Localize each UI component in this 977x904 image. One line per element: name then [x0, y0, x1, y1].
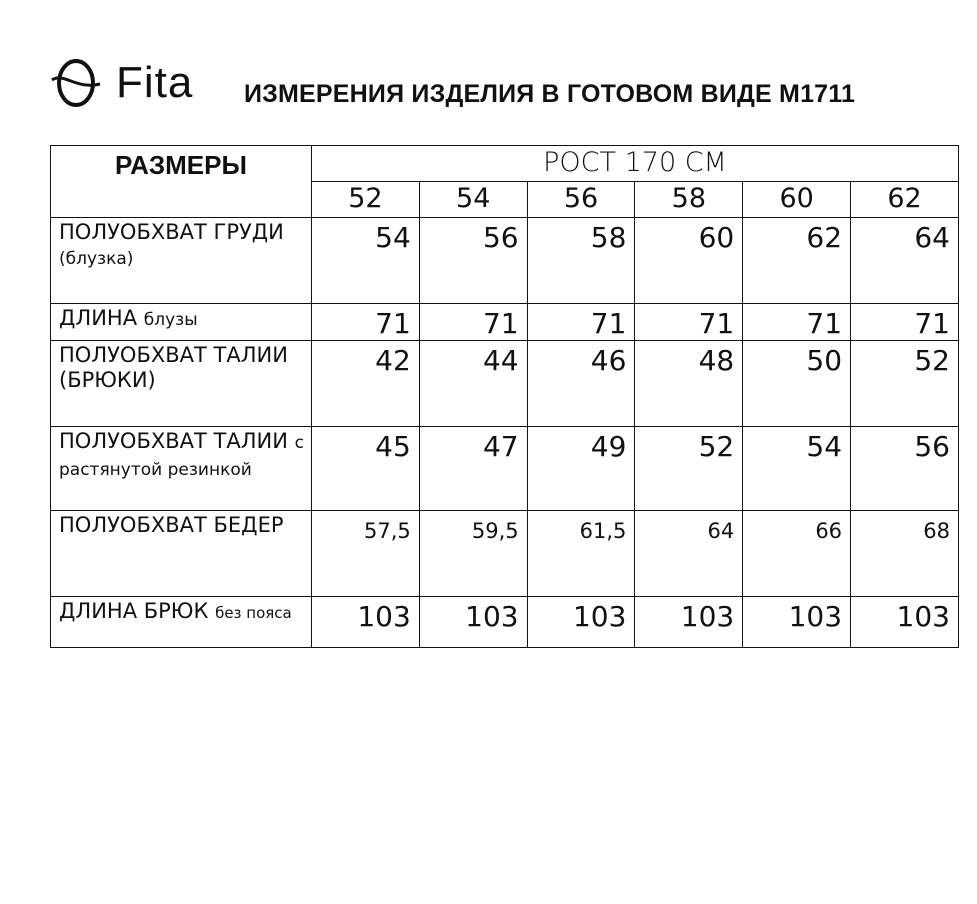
page-title: ИЗМЕРЕНИЯ ИЗДЕЛИЯ В ГОТОВОМ ВИДЕ М1711 [244, 80, 856, 108]
row-label-label-small: (блузка) [59, 249, 134, 269]
value-cell: 103 [418, 596, 528, 648]
value-cell: 71 [742, 303, 852, 341]
value-cell: 103 [526, 596, 636, 648]
sizes-header: РАЗМЕРЫ [50, 145, 312, 218]
measurements-table: РАЗМЕРЫ РОСТ 170 СМ 52 54 56 58 60 62 ПОЛУОБХ… [50, 145, 960, 648]
row-label-label-small: блузы [143, 310, 198, 330]
row-label: ПОЛУОБХВАТ ТАЛИИ с растянутой резинкой [50, 426, 312, 511]
value-cell: 52 [634, 426, 744, 511]
size-header-60: 60 [742, 181, 852, 218]
value-cell: 46 [526, 340, 636, 427]
height-header: РОСТ 170 СМ [310, 145, 960, 182]
value-cell: 54 [742, 426, 852, 511]
row-label-label-main: ПОЛУОБХВАТ ТАЛИИ [59, 429, 295, 453]
value-cell: 71 [418, 303, 528, 341]
value-cell: 62 [742, 217, 852, 304]
size-header-54: 54 [418, 181, 528, 218]
value-cell: 71 [634, 303, 744, 341]
value-cell: 54 [310, 217, 420, 304]
value-cell: 59,5 [418, 510, 528, 597]
value-cell: 56 [850, 426, 959, 511]
value-cell: 66 [742, 510, 852, 597]
value-cell: 49 [526, 426, 636, 511]
row-label-label-main: ПОЛУОБХВАТ ТАЛИИ (БРЮКИ) [59, 343, 288, 392]
value-cell: 103 [634, 596, 744, 648]
table-row: ПОЛУОБХВАТ ТАЛИИ (БРЮКИ) 42 44 46 48 50 52 [50, 340, 959, 427]
value-cell: 61,5 [526, 510, 636, 597]
row-label-label-xs: без пояса [215, 604, 292, 622]
fita-theta-logo-icon [51, 59, 101, 107]
size-header-56: 56 [526, 181, 636, 218]
row-label-label-main: ПОЛУОБХВАТ ГРУДИ [59, 220, 284, 244]
value-cell: 58 [526, 217, 636, 304]
value-cell: 50 [742, 340, 852, 427]
value-cell: 45 [310, 426, 420, 511]
value-cell: 60 [634, 217, 744, 304]
value-cell: 64 [634, 510, 744, 597]
row-label: ПОЛУОБХВАТ ТАЛИИ (БРЮКИ) [50, 340, 312, 427]
row-label-label-main: ПОЛУОБХВАТ БЕДЕР [59, 513, 284, 537]
row-label: ДЛИНА БРЮК без пояса [50, 596, 312, 648]
row-label: ДЛИНА блузы [50, 303, 312, 341]
table-row: ПОЛУОБХВАТ ГРУДИ (блузка) 54 56 58 60 62 64 [50, 217, 959, 304]
value-cell: 71 [850, 303, 959, 341]
table-row: ПОЛУОБХВАТ ТАЛИИ с растянутой резинкой 45… [50, 426, 959, 511]
value-cell: 71 [310, 303, 420, 341]
row-label-label-small: с растянутой резинкой [59, 433, 304, 480]
value-cell: 44 [418, 340, 528, 427]
value-cell: 48 [634, 340, 744, 427]
value-cell: 42 [310, 340, 420, 427]
value-cell: 71 [526, 303, 636, 341]
value-cell: 52 [850, 340, 959, 427]
table-row: ДЛИНА блузы 71 71 71 71 71 71 [50, 303, 959, 341]
value-cell: 103 [850, 596, 959, 648]
value-cell: 68 [850, 510, 959, 597]
fita-logo: Fita [50, 58, 193, 108]
row-label-label-main: ДЛИНА [59, 306, 144, 330]
logo-text: Fita [116, 58, 194, 107]
value-cell: 47 [418, 426, 528, 511]
size-header-58: 58 [634, 181, 744, 218]
value-cell: 64 [850, 217, 959, 304]
table-row: ПОЛУОБХВАТ БЕДЕР 57,5 59,5 61,5 64 66 68 [50, 510, 959, 597]
row-label-label-main: ДЛИНА БРЮК [59, 599, 216, 623]
table-row: ДЛИНА БРЮК без пояса 103 103 103 103 103 103 [50, 596, 959, 648]
value-cell: 103 [310, 596, 420, 648]
row-label: ПОЛУОБХВАТ БЕДЕР [50, 510, 312, 597]
row-label: ПОЛУОБХВАТ ГРУДИ (блузка) [50, 217, 312, 304]
size-header-62: 62 [850, 181, 959, 218]
value-cell: 56 [418, 217, 528, 304]
value-cell: 103 [742, 596, 852, 648]
size-header-52: 52 [310, 181, 420, 218]
value-cell: 57,5 [310, 510, 420, 597]
